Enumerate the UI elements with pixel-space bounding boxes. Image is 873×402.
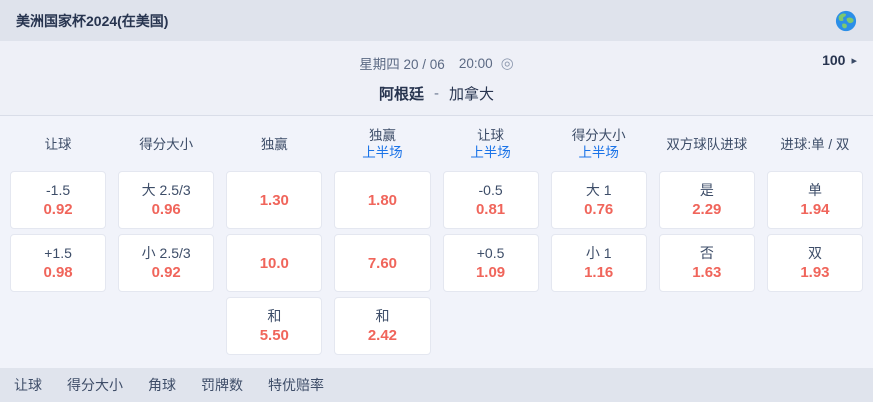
odds-row-3: 和 5.50 和 2.42 [10,297,863,355]
footer-tab-over-under[interactable]: 得分大小 [67,377,123,393]
match-datetime: 星期四 20 / 06 20:00 ◎ [359,53,513,73]
teams-separator: - [434,84,439,102]
first-half-link[interactable]: 上半场 [470,145,511,160]
column-headers: 让球 得分大小 独赢 独赢 上半场 让球 上半场 得分大小 上半场 [10,122,863,166]
odds-cell-handicap-away[interactable]: +1.5 0.98 [10,234,107,292]
match-title: 阿根廷 - 加拿大 [0,79,873,107]
away-team: 加拿大 [449,85,495,103]
odds-cell-win-away[interactable]: 10.0 [226,234,323,292]
column-header-win: 独赢 [260,136,288,152]
footer-tab-special-odds[interactable]: 特优赔率 [268,377,324,393]
odds-cell-btts-no[interactable]: 否 1.63 [658,234,755,292]
column-header-over-under-first-half: 得分大小 上半场 [571,128,626,160]
odds-cell-btts-yes[interactable]: 是 2.29 [658,171,755,229]
odds-cell-over-first-half[interactable]: 大 1 0.76 [550,171,647,229]
column-header-over-under: 得分大小 [139,136,194,152]
odds-cell-handicap-away-first-half[interactable]: +0.5 1.09 [442,234,539,292]
home-team: 阿根廷 [378,85,424,103]
column-header-handicap: 让球 [44,136,72,152]
match-info-bar: 星期四 20 / 06 20:00 ◎ 100 ▸ 阿根廷 - 加拿大 [0,41,873,116]
odds-row-1: -1.5 0.92 大 2.5/3 0.96 1.30 1.80 -0.5 0.… [10,171,863,229]
odds-cell-win-home[interactable]: 1.30 [226,171,323,229]
odds-cell-handicap-home[interactable]: -1.5 0.92 [10,171,107,229]
match-time: 20:00 [458,55,493,71]
footer-tab-handicap[interactable]: 让球 [14,377,42,393]
odds-cell-goals-even[interactable]: 双 1.93 [766,234,863,292]
first-half-link[interactable]: 上半场 [362,145,403,160]
chevron-right-icon: ▸ [851,54,857,67]
date-row: 星期四 20 / 06 20:00 ◎ 100 ▸ [0,51,873,75]
market-tabs-bar: 让球 得分大小 角球 罚牌数 特优赔率 [0,368,873,402]
odds-section: 让球 得分大小 独赢 独赢 上半场 让球 上半场 得分大小 上半场 [0,116,873,368]
odds-cell-win-away-first-half[interactable]: 7.60 [334,234,431,292]
footer-tab-cards[interactable]: 罚牌数 [201,377,243,393]
odds-cell-win-home-first-half[interactable]: 1.80 [334,171,431,229]
odds-row-2: +1.5 0.98 小 2.5/3 0.92 10.0 7.60 +0.5 1.… [10,234,863,292]
markets-count: 100 [822,52,846,68]
top-bar: 美洲国家杯2024(在美国) [0,0,873,41]
odds-cell-goals-odd[interactable]: 单 1.94 [766,171,863,229]
column-header-handicap-first-half: 让球 上半场 [470,128,511,160]
live-target-icon: ◎ [500,54,514,72]
odds-cell-win-draw[interactable]: 和 5.50 [226,297,323,355]
column-header-win-first-half: 独赢 上半场 [362,128,403,160]
globe-icon[interactable] [835,10,857,32]
column-header-goals-odd-even: 进球:单 / 双 [780,136,850,152]
odds-cell-under-first-half[interactable]: 小 1 1.16 [550,234,647,292]
footer-tab-corners[interactable]: 角球 [148,377,176,393]
odds-cell-over[interactable]: 大 2.5/3 0.96 [118,171,215,229]
column-header-both-teams-score: 双方球队进球 [666,136,748,152]
odds-cell-under[interactable]: 小 2.5/3 0.92 [118,234,215,292]
odds-cell-handicap-home-first-half[interactable]: -0.5 0.81 [442,171,539,229]
odds-cell-win-draw-first-half[interactable]: 和 2.42 [334,297,431,355]
first-half-link[interactable]: 上半场 [578,145,619,160]
match-date: 星期四 20 / 06 [359,57,445,72]
competition-title: 美洲国家杯2024(在美国) [16,12,169,29]
markets-count-link[interactable]: 100 ▸ [822,52,857,68]
